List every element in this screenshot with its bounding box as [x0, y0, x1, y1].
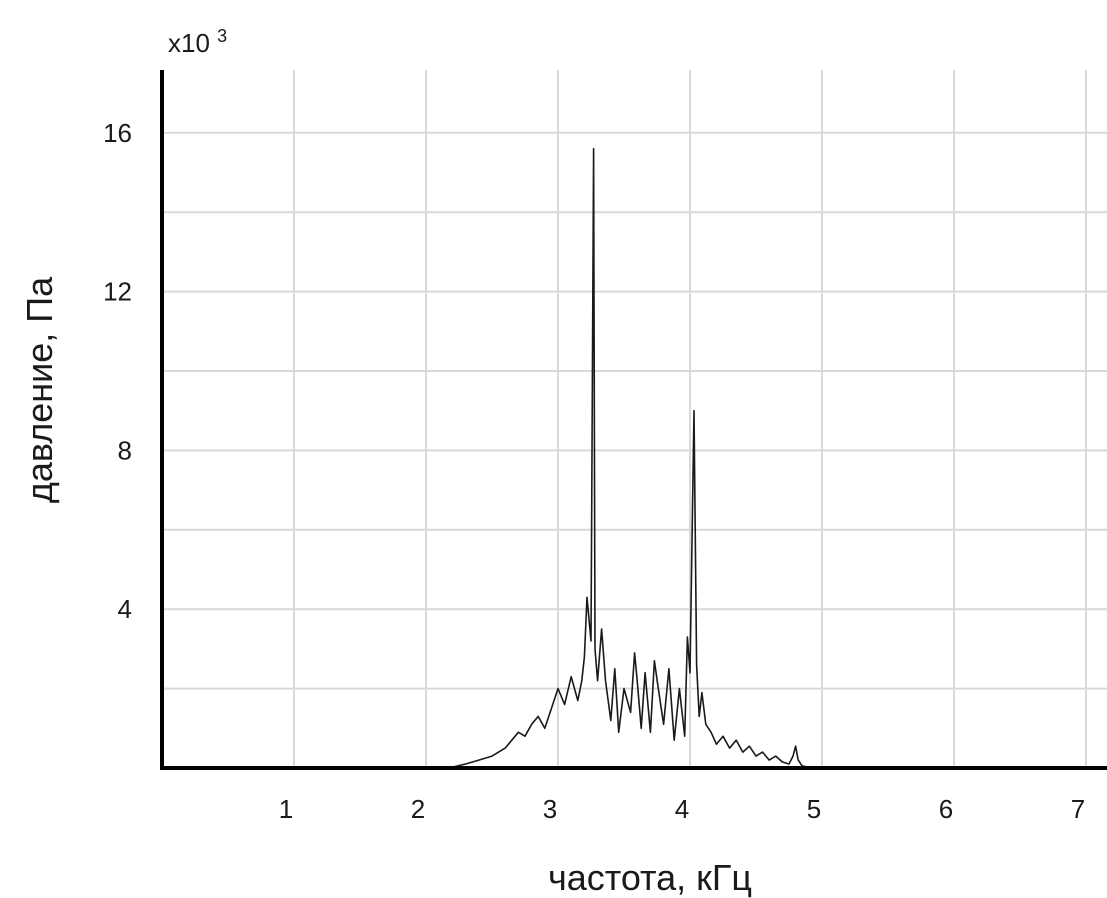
x-axis-title: частота, кГц: [548, 857, 752, 898]
y-tick-label: 8: [118, 435, 132, 465]
grid-lines: [162, 70, 1107, 768]
y-axis-title: давление, Па: [19, 276, 60, 503]
x-tick-label: 6: [939, 794, 953, 824]
x-tick-label: 1: [279, 794, 293, 824]
x-tick-labels: 1 2 3 4 5 6 7: [279, 794, 1085, 824]
y-multiplier-base: x10: [168, 28, 210, 58]
x-tick-label: 3: [543, 794, 557, 824]
x-tick-label: 7: [1071, 794, 1085, 824]
x-tick-label: 2: [411, 794, 425, 824]
x-tick-label: 5: [807, 794, 821, 824]
y-tick-label: 4: [118, 594, 132, 624]
y-multiplier: x10 3: [168, 26, 227, 58]
x-tick-label: 4: [675, 794, 689, 824]
y-tick-labels: 4 8 12 16: [103, 118, 132, 624]
y-multiplier-exponent: 3: [217, 26, 227, 46]
y-tick-label: 16: [103, 118, 132, 148]
y-tick-label: 12: [103, 277, 132, 307]
data-series-line: [162, 147, 1086, 769]
